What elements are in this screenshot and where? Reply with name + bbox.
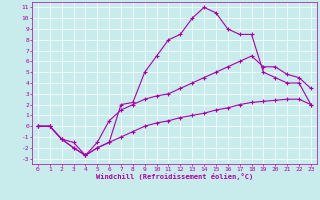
X-axis label: Windchill (Refroidissement éolien,°C): Windchill (Refroidissement éolien,°C): [96, 173, 253, 180]
